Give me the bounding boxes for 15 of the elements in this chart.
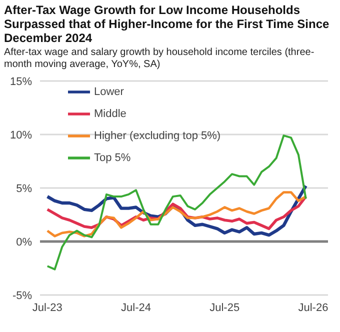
y-tick-label: 5% xyxy=(16,182,32,195)
legend-label: Top 5% xyxy=(94,152,131,164)
legend-label: Lower xyxy=(94,86,124,98)
x-tick-label: Jul-26 xyxy=(298,302,328,314)
x-tick-label: Jul-25 xyxy=(210,302,240,314)
y-tick-label: -5% xyxy=(12,290,32,302)
chart-subtitle: After-tax wage and salary growth by household income terciles (three-month moving average, YoY%, SA) xyxy=(3,46,316,71)
y-tick-label: 0% xyxy=(16,236,32,248)
x-tick-label: Jul-23 xyxy=(32,302,62,314)
legend-label: Higher (excluding top 5%) xyxy=(94,130,221,142)
y-tick-label: 15% xyxy=(10,76,32,88)
y-tick-label: 10% xyxy=(10,129,32,142)
chart-title: After-Tax Wage Growth for Low Income Households Surpassed that of Higher-Income for the First Time Since December 2024 xyxy=(3,2,330,45)
x-tick-label: Jul-24 xyxy=(121,302,151,314)
legend-label: Middle xyxy=(94,108,126,120)
